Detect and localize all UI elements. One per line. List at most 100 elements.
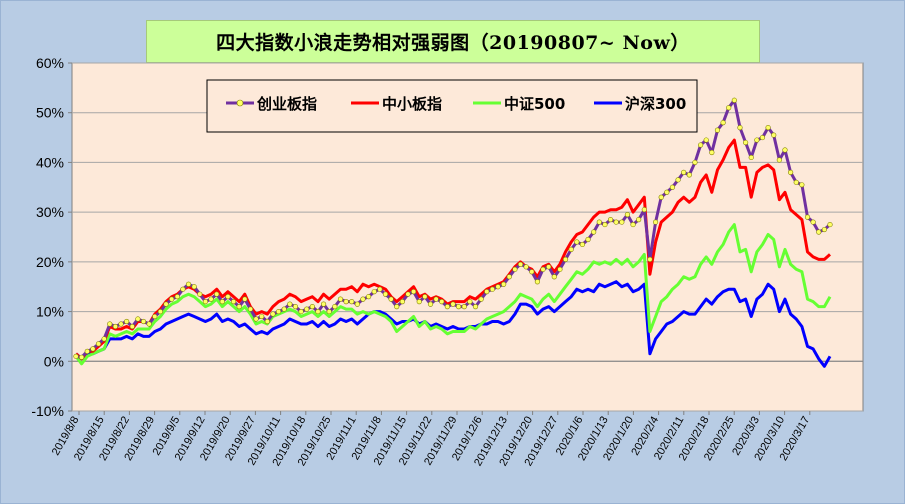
legend-label-zxb: 中小板指 — [382, 95, 442, 113]
data-point-cyb — [652, 219, 659, 225]
data-point-cyb — [450, 301, 456, 307]
data-point-cyb — [230, 299, 237, 305]
data-point-cyb — [726, 105, 732, 111]
data-point-cyb — [371, 289, 377, 295]
data-point-cyb — [180, 286, 186, 292]
legend-label-zz500: 中证500 — [504, 95, 565, 113]
data-point-cyb — [793, 179, 799, 185]
data-point-cyb — [219, 299, 225, 305]
data-point-cyb — [686, 172, 692, 178]
data-point-cyb — [771, 132, 777, 138]
data-point-cyb — [636, 217, 642, 223]
data-point-cyb — [320, 301, 327, 307]
data-point-cyb — [236, 304, 242, 310]
legend-marker-cyb — [236, 99, 244, 107]
data-point-cyb — [253, 316, 259, 322]
data-point-cyb — [585, 236, 591, 243]
data-point-cyb — [84, 348, 90, 354]
data-point-cyb — [174, 294, 180, 300]
data-point-cyb — [129, 323, 135, 330]
data-point-cyb — [365, 294, 372, 300]
data-point-cyb — [416, 299, 422, 305]
data-point-cyb — [731, 97, 737, 103]
data-point-cyb — [298, 308, 304, 315]
data-point-cyb — [737, 125, 743, 131]
data-point-cyb — [360, 296, 366, 302]
data-point-cyb — [332, 304, 338, 310]
data-point-cyb — [140, 318, 147, 325]
data-point-cyb — [472, 304, 479, 310]
data-point-cyb — [517, 261, 524, 267]
data-point-cyb — [292, 304, 299, 310]
data-point-cyb — [343, 299, 349, 305]
data-point-cyb — [568, 246, 574, 253]
data-point-cyb — [799, 182, 805, 188]
data-point-cyb — [73, 353, 79, 359]
data-point-cyb — [478, 296, 484, 302]
data-point-cyb — [79, 354, 85, 360]
data-point-cyb — [112, 323, 118, 330]
data-point-cyb — [681, 169, 687, 175]
data-point-cyb — [821, 226, 827, 233]
data-point-cyb — [574, 239, 580, 245]
series-line-hs300 — [75, 280, 832, 368]
data-point-cyb — [709, 149, 715, 156]
data-point-cyb — [433, 296, 439, 302]
data-point-cyb — [225, 294, 231, 300]
legend-label-hs300: 沪深300 — [625, 95, 686, 113]
data-point-cyb — [101, 336, 107, 342]
data-point-cyb — [630, 221, 636, 228]
series-line-zz500 — [74, 223, 832, 366]
data-point-cyb — [461, 304, 467, 310]
data-point-cyb — [264, 318, 270, 325]
data-point-cyb — [782, 147, 788, 153]
y-tick-label: -10% — [31, 403, 64, 419]
data-point-cyb — [152, 313, 158, 320]
data-point-cyb — [382, 291, 389, 297]
data-point-cyb — [765, 125, 771, 131]
data-point-cyb — [309, 304, 315, 310]
data-point-cyb — [489, 286, 495, 292]
data-point-cyb — [602, 221, 608, 228]
data-point-cyb — [591, 229, 597, 235]
data-point-cyb — [714, 127, 721, 133]
data-point-cyb — [720, 120, 726, 126]
data-point-cyb — [208, 296, 214, 302]
data-point-cyb — [247, 306, 254, 312]
data-point-cyb — [501, 281, 507, 287]
legend-label-cyb: 创业板指 — [256, 95, 317, 113]
data-point-cyb — [259, 313, 265, 320]
data-point-cyb — [146, 321, 152, 327]
data-point-cyb — [495, 284, 501, 290]
data-point-cyb — [810, 219, 816, 225]
data-point-cyb — [607, 217, 614, 223]
y-tick-label: 20% — [36, 254, 64, 270]
data-point-cyb — [776, 157, 782, 163]
data-point-cyb — [692, 159, 698, 166]
data-point-cyb — [742, 139, 749, 146]
data-point-cyb — [619, 219, 625, 225]
data-point-cyb — [388, 296, 394, 302]
data-point-cyb — [759, 134, 766, 141]
data-point-cyb — [754, 137, 760, 143]
data-point-cyb — [169, 296, 175, 302]
data-point-cyb — [185, 281, 192, 287]
data-point-cyb — [281, 306, 287, 312]
data-point-cyb — [287, 301, 293, 307]
data-point-cyb — [551, 274, 557, 280]
data-point-cyb — [304, 306, 310, 312]
data-point-cyb — [827, 221, 833, 228]
y-tick-label: 60% — [36, 55, 64, 71]
data-point-cyb — [124, 318, 130, 325]
data-point-cyb — [613, 219, 619, 225]
data-point-cyb — [202, 299, 209, 305]
data-point-cyb — [562, 256, 569, 262]
data-point-cyb — [157, 308, 164, 315]
data-point-cyb — [484, 289, 490, 295]
y-tick-label: 40% — [36, 154, 64, 170]
data-point-cyb — [197, 291, 203, 297]
data-point-cyb — [788, 169, 794, 175]
data-point-cyb — [135, 316, 141, 322]
data-point-cyb — [748, 154, 754, 161]
